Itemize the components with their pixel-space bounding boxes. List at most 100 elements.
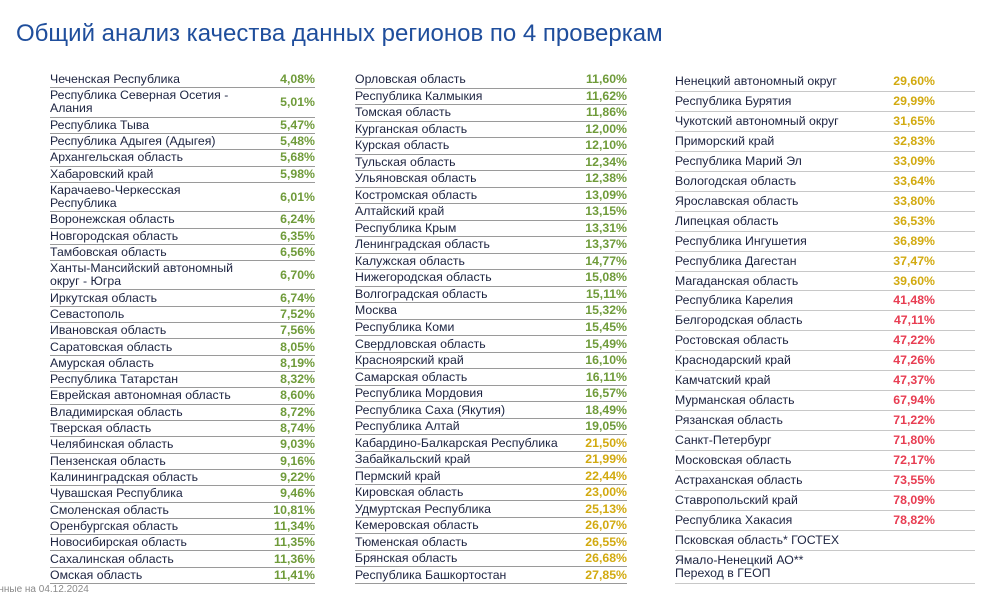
region-error-percent: 26,55% <box>585 534 627 549</box>
region-row: Липецкая область 36,53% <box>675 212 975 232</box>
region-name: Тверская область <box>50 421 152 436</box>
region-name: Республика Мордовия <box>355 386 483 401</box>
region-error-percent: 5,48% <box>280 134 315 149</box>
region-name: Магаданская область <box>675 273 799 288</box>
region-error-percent: 16,57% <box>585 386 627 401</box>
region-error-percent: 5,68% <box>280 150 315 165</box>
region-name: Забайкальский край <box>355 452 471 467</box>
region-name: Липецкая область <box>675 213 779 228</box>
region-row: Амурская область 8,19% <box>50 356 315 372</box>
region-row: Красноярский край 16,10% <box>355 353 627 370</box>
region-error-percent: 31,65% <box>893 113 935 128</box>
region-row: Калининградская область 9,22% <box>50 470 315 487</box>
region-row: Краснодарский край 47,26% <box>675 351 975 372</box>
region-row: Республика Ингушетия 36,89% <box>675 232 975 252</box>
region-error-percent: 15,49% <box>585 336 627 351</box>
region-row: Тверская область 8,74% <box>50 421 315 438</box>
region-row: Астраханская область 73,55% <box>675 471 975 492</box>
region-name: Саратовская область <box>50 339 173 354</box>
region-row: Кемеровская область 26,07% <box>355 518 627 535</box>
region-error-percent: 71,80% <box>893 433 935 448</box>
region-row: Оренбургская область 11,34% <box>50 518 315 536</box>
region-name: Республика Ингушетия <box>675 233 807 248</box>
region-row: Республика Коми 15,45% <box>355 320 627 337</box>
region-row: Карачаево-Черкесская Республика 6,01% <box>50 183 315 213</box>
region-error-percent: 7,52% <box>280 306 315 321</box>
region-name: Нижегородская область <box>355 270 492 285</box>
region-error-percent: 6,56% <box>280 244 315 259</box>
region-error-percent: 15,45% <box>585 319 627 334</box>
region-name: Волгоградская область <box>355 286 488 301</box>
region-name: Пензенская область <box>50 453 166 468</box>
region-error-percent: 6,74% <box>280 290 315 305</box>
region-name: Пермский край <box>355 468 441 483</box>
region-row: Республика Тыва 5,47% <box>50 118 315 134</box>
region-name: Республика Хакасия <box>675 512 793 527</box>
region-error-percent: 6,01% <box>280 189 315 204</box>
region-name: Курская область <box>355 138 450 153</box>
region-name: Астраханская область <box>675 473 803 488</box>
region-name: Ставропольский край <box>675 492 798 507</box>
region-row: Приморский край 32,83% <box>675 132 975 152</box>
region-row: Тюменская область 26,55% <box>355 534 627 551</box>
region-error-percent: 12,00% <box>585 121 627 136</box>
region-row: Псковская область* ГОСТЕХ <box>675 531 975 551</box>
region-name: Республика Коми <box>355 319 455 334</box>
region-name: Хабаровский край <box>50 166 154 181</box>
region-error-percent: 11,41% <box>273 567 315 582</box>
region-name: Новосибирская область <box>50 535 187 550</box>
region-name: Иркутская область <box>50 290 158 305</box>
region-row: Калужская область 14,77% <box>355 254 627 271</box>
region-error-percent: 13,15% <box>585 204 627 219</box>
region-error-percent: 27,85% <box>585 567 627 582</box>
page-title: Общий анализ качества данных регионов по… <box>16 20 663 47</box>
region-name: Брянская область <box>355 551 458 566</box>
region-error-percent: 39,60% <box>893 273 935 288</box>
region-row: Новосибирская область 11,35% <box>50 535 315 552</box>
region-error-percent: 6,35% <box>280 228 315 243</box>
region-error-percent: 29,60% <box>893 73 935 88</box>
region-row: Севастополь 7,52% <box>50 306 315 324</box>
region-error-percent: 29,99% <box>893 93 935 108</box>
region-name: Архангельская область <box>50 150 184 165</box>
region-name: Ленинградская область <box>355 237 490 252</box>
region-row: Республика Марий Эл 33,09% <box>675 152 975 172</box>
region-row: Республика Северная Осетия - Алания 5,01% <box>50 88 315 118</box>
region-error-percent: 11,60% <box>585 72 627 87</box>
region-name: Оренбургская область <box>50 518 179 533</box>
region-name: Ростовская область <box>675 333 789 348</box>
region-name: Свердловская область <box>355 336 486 351</box>
region-error-percent: 7,56% <box>280 323 315 338</box>
region-row: Удмуртская Республика 25,13% <box>355 501 627 518</box>
region-name: Республика Адыгея (Адыгея) <box>50 134 216 149</box>
region-error-percent: 15,32% <box>585 303 627 318</box>
region-name: Смоленская область <box>50 502 169 517</box>
region-name: Республика Марий Эл <box>675 153 802 168</box>
region-row: Волгоградская область 15,11% <box>355 287 627 304</box>
region-row: Новгородская область 6,35% <box>50 229 315 245</box>
region-name: Чувашская Республика <box>50 486 183 501</box>
region-error-percent: 9,46% <box>280 486 315 501</box>
region-row: Ульяновская область 12,38% <box>355 171 627 188</box>
region-error-percent: 4,08% <box>280 72 315 87</box>
region-name: Курганская область <box>355 121 468 136</box>
region-row: Ямало-Ненецкий АО** Переход в ГЕОП <box>675 551 975 584</box>
region-error-percent: 78,82% <box>893 512 935 527</box>
region-error-percent: 32,83% <box>893 133 935 148</box>
region-error-percent: 36,89% <box>893 233 935 248</box>
region-name: Камчатский край <box>675 373 771 388</box>
region-row: Курская область 12,10% <box>355 138 627 155</box>
region-name: Самарская область <box>355 369 468 384</box>
region-error-percent: 47,26% <box>893 353 935 368</box>
region-row: Архангельская область 5,68% <box>50 150 315 167</box>
region-error-percent: 11,36% <box>273 551 315 566</box>
region-row: Брянская область 26,68% <box>355 551 627 568</box>
region-name: Воронежская область <box>50 212 175 227</box>
region-row: Чувашская Республика 9,46% <box>50 486 315 503</box>
region-row: Тульская область 12,34% <box>355 155 627 172</box>
region-row: Белгородская область 47,11% <box>675 311 975 332</box>
region-row: Еврейская автономная область 8,60% <box>50 388 315 405</box>
region-name: Калининградская область <box>50 470 199 485</box>
region-row: Самарская область 16,11% <box>355 369 627 386</box>
region-error-percent: 5,98% <box>280 166 315 181</box>
